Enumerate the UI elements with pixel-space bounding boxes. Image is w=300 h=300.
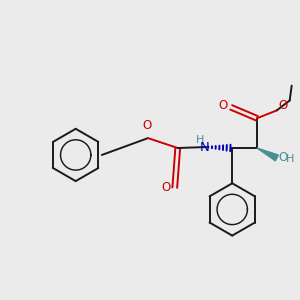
Text: H: H (286, 154, 294, 164)
Text: O: O (161, 181, 170, 194)
Text: N: N (200, 140, 210, 154)
Text: O: O (142, 118, 151, 132)
Text: O: O (278, 98, 287, 112)
Text: H: H (196, 136, 204, 146)
Polygon shape (257, 148, 278, 161)
Text: O: O (278, 152, 288, 164)
Text: O: O (218, 99, 227, 112)
